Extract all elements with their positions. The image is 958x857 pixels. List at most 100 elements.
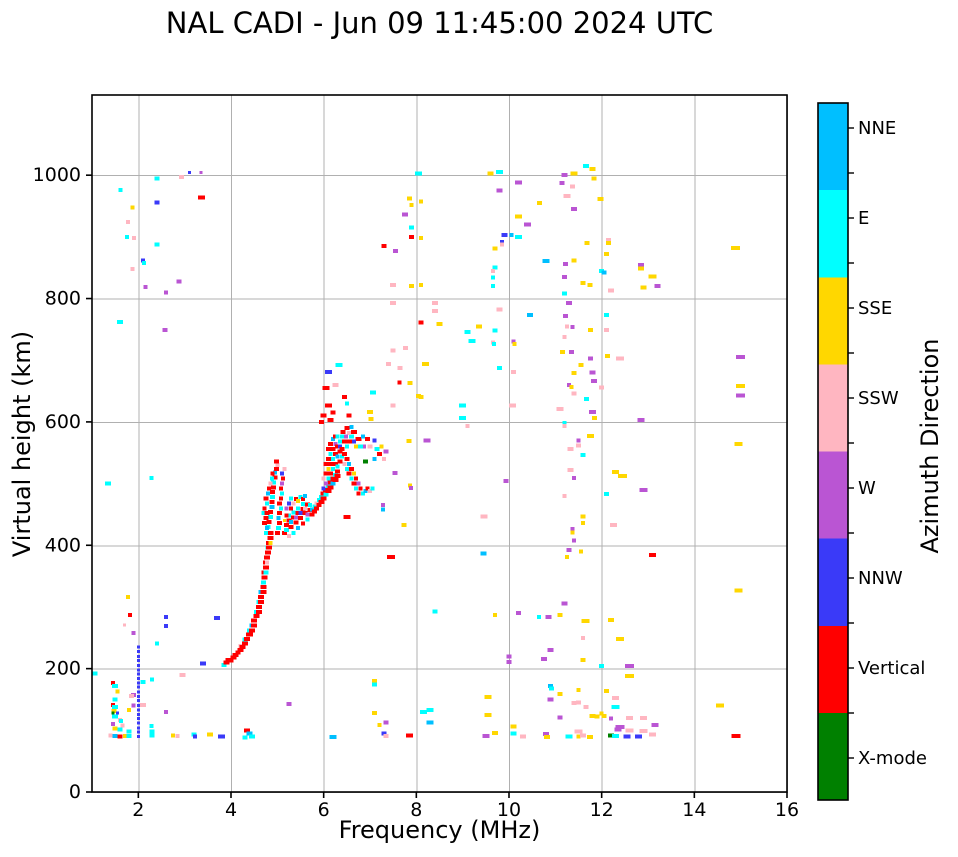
data-point bbox=[625, 728, 634, 733]
data-point bbox=[639, 716, 647, 720]
data-point bbox=[559, 350, 565, 355]
data-point bbox=[390, 403, 396, 408]
data-point bbox=[298, 516, 303, 521]
data-point bbox=[235, 650, 241, 655]
data-point bbox=[503, 479, 509, 484]
colorbar-tick-label-x-mode: X-mode bbox=[858, 748, 927, 769]
data-point bbox=[497, 366, 503, 371]
data-point bbox=[328, 461, 334, 466]
data-point bbox=[603, 688, 609, 693]
data-point bbox=[358, 444, 364, 449]
data-point bbox=[354, 444, 359, 449]
data-point bbox=[322, 386, 330, 390]
y-tick-label: 0 bbox=[69, 781, 81, 803]
data-point bbox=[415, 171, 423, 176]
data-point bbox=[323, 492, 329, 497]
data-point bbox=[116, 711, 119, 715]
data-point bbox=[614, 727, 622, 732]
axes-layer: 2 4 6 8 10 12 14 16 0 200 400 600 800 1000 bbox=[33, 94, 799, 821]
data-point bbox=[418, 320, 424, 325]
data-point bbox=[496, 307, 503, 312]
data-point bbox=[154, 176, 160, 181]
data-point bbox=[459, 416, 467, 421]
data-point bbox=[110, 680, 115, 685]
data-point bbox=[612, 733, 620, 738]
data-point bbox=[316, 503, 322, 508]
data-point bbox=[734, 442, 743, 447]
data-point bbox=[131, 630, 136, 635]
data-point bbox=[465, 424, 470, 429]
data-point bbox=[271, 485, 277, 490]
data-point bbox=[390, 300, 397, 305]
data-point bbox=[337, 459, 343, 464]
y-tick-label: 600 bbox=[45, 411, 81, 433]
data-point bbox=[562, 291, 568, 296]
data-point bbox=[289, 496, 294, 501]
data-point bbox=[515, 611, 521, 616]
data-point bbox=[501, 233, 508, 237]
data-point bbox=[606, 241, 612, 245]
data-point bbox=[407, 483, 412, 488]
data-point bbox=[263, 496, 269, 501]
data-point bbox=[267, 514, 273, 519]
data-point bbox=[623, 734, 631, 739]
data-point bbox=[654, 284, 661, 289]
data-point bbox=[582, 163, 589, 168]
data-point bbox=[344, 466, 349, 471]
data-point bbox=[330, 447, 336, 452]
data-point bbox=[295, 511, 301, 516]
data-point bbox=[588, 328, 593, 332]
data-point bbox=[492, 328, 498, 333]
data-point bbox=[246, 731, 253, 736]
data-point bbox=[262, 565, 269, 570]
data-point bbox=[136, 726, 140, 730]
data-point bbox=[223, 660, 230, 665]
data-point bbox=[422, 361, 430, 366]
data-point bbox=[136, 649, 140, 653]
data-point bbox=[269, 500, 275, 505]
data-point bbox=[401, 212, 408, 217]
data-point bbox=[303, 493, 308, 498]
data-point bbox=[368, 489, 372, 493]
data-point bbox=[110, 722, 115, 727]
data-point bbox=[199, 171, 203, 175]
data-point bbox=[178, 175, 184, 179]
data-point bbox=[367, 410, 373, 414]
data-point bbox=[176, 279, 182, 284]
data-point bbox=[274, 530, 280, 535]
data-point bbox=[563, 262, 568, 266]
data-point bbox=[112, 704, 119, 709]
data-point bbox=[140, 703, 146, 707]
data-point bbox=[344, 401, 349, 406]
data-point bbox=[580, 453, 586, 458]
data-point bbox=[625, 664, 634, 669]
data-point bbox=[581, 635, 586, 640]
data-point bbox=[386, 361, 391, 366]
data-point bbox=[130, 266, 135, 271]
data-point bbox=[270, 495, 276, 500]
data-point bbox=[562, 424, 567, 429]
y-tick-label: 400 bbox=[45, 534, 81, 556]
data-point bbox=[214, 616, 221, 621]
colorbar-tick-label-nne: NNE bbox=[858, 118, 896, 139]
data-point bbox=[557, 715, 563, 720]
colorbar-tick-label-sse: SSE bbox=[858, 298, 892, 319]
data-point bbox=[492, 265, 498, 270]
data-point bbox=[143, 284, 148, 289]
data-point bbox=[545, 614, 552, 619]
data-point bbox=[291, 501, 296, 506]
data-point bbox=[570, 171, 578, 176]
data-point bbox=[409, 234, 415, 239]
data-point bbox=[136, 735, 140, 738]
data-point bbox=[289, 506, 294, 511]
data-point bbox=[154, 641, 159, 646]
data-point bbox=[314, 506, 320, 511]
data-point bbox=[403, 345, 409, 350]
data-point bbox=[588, 410, 596, 414]
data-point bbox=[251, 623, 258, 628]
data-point bbox=[370, 486, 375, 491]
data-point bbox=[171, 733, 176, 738]
data-point bbox=[416, 394, 422, 398]
data-point bbox=[544, 735, 550, 740]
